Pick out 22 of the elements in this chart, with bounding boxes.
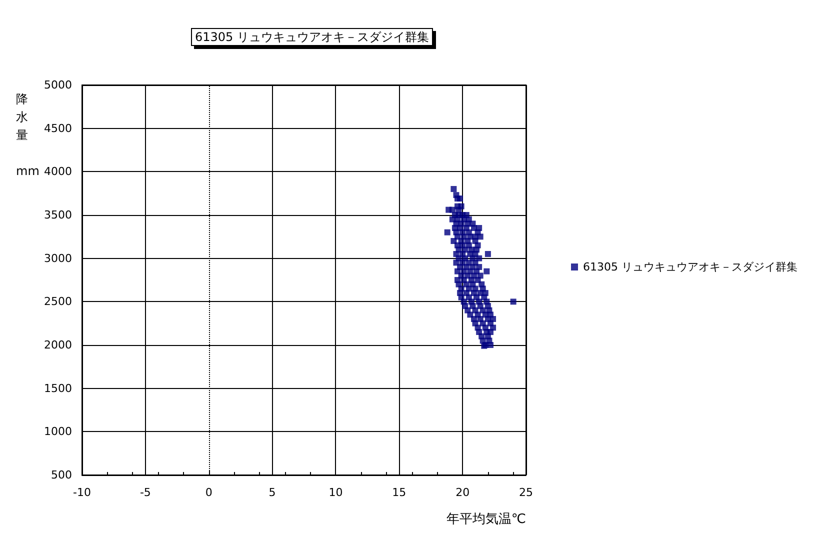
y-tick-label: 4000: [44, 165, 72, 178]
x-tick-label: -5: [140, 486, 151, 499]
x-tick-label: 15: [392, 486, 406, 499]
x-tick-label: 25: [519, 486, 533, 499]
x-tick-label: 20: [456, 486, 470, 499]
y-tick-label: 3000: [44, 252, 72, 265]
x-tick-label: 5: [268, 486, 276, 499]
y-tick-label: 1500: [44, 382, 72, 395]
x-tick-label: -10: [73, 486, 91, 499]
legend-label: 61305 リュウキュウアオキ－スダジイ群集: [583, 260, 798, 274]
y-tick-label: 3500: [44, 208, 72, 222]
y-tick-label: 500: [51, 468, 72, 482]
chart-title: 61305 リュウキュウアオキ－スダジイ群集: [195, 30, 429, 44]
y-tick-label: 2500: [44, 295, 72, 308]
x-axis-title: 年平均気温℃: [446, 512, 526, 527]
x-tick-label: 0: [205, 486, 212, 499]
y-tick-label: 1000: [44, 425, 72, 438]
text: 降水量 mm: [16, 92, 40, 178]
x-tick-label: 10: [328, 486, 343, 499]
y-tick-label: 4500: [44, 122, 72, 135]
y-tick-label: 5000: [44, 78, 72, 92]
y-tick-label: 2000: [44, 338, 72, 352]
